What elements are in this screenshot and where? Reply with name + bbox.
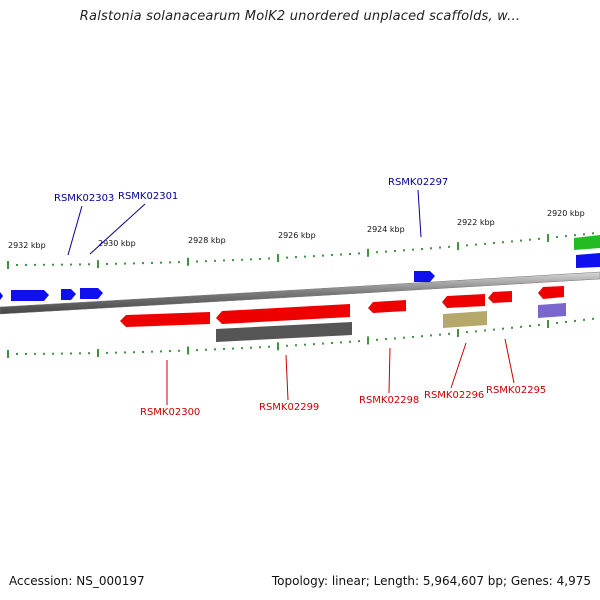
gene-bar-purple[interactable] [538,303,566,318]
accession-text: Accession: NS_000197 [9,574,145,588]
gene-arrow-fwd-2[interactable] [11,290,49,301]
gene-label-RSMK02298[interactable]: RSMK02298 [359,395,419,406]
leader-RSMK02303 [67,205,83,256]
gene-label-RSMK02297[interactable]: RSMK02297 [388,177,448,188]
gene-arrow-rev-RSMK02295[interactable] [488,291,512,303]
chromosome-axis [0,271,600,315]
lower-scale-track [7,317,594,358]
leader-RSMK02301 [89,203,146,255]
gene-arrow-fwd-3[interactable] [61,289,76,300]
gene-label-RSMK02296[interactable]: RSMK02296 [424,390,484,401]
gene-bar-grey[interactable] [216,322,352,342]
tick-label-2922: 2922 kbp [457,218,495,227]
tick-label-2926: 2926 kbp [278,231,316,240]
gene-label-RSMK02300[interactable]: RSMK02300 [140,407,200,418]
scale-tick-labels: 2932 kbp 2930 kbp 2928 kbp 2926 kbp 2924… [8,209,585,250]
gene-arrow-rev-RSMK02299[interactable] [216,304,350,324]
leader-RSMK02297 [417,189,422,238]
gene-label-RSMK02301[interactable]: RSMK02301 [118,191,178,202]
gene-arrow-fwd-6[interactable] [576,253,600,268]
tick-label-2920: 2920 kbp [547,209,585,218]
gene-label-RSMK02303[interactable]: RSMK02303 [54,193,114,204]
gene-arrow-fwd-green[interactable] [574,235,600,250]
leader-RSMK02298 [388,347,391,394]
gene-arrow-fwd-5[interactable] [414,271,435,282]
leader-RSMK02295 [504,338,515,384]
upper-scale-track [7,232,594,269]
leader-RSMK02299 [285,354,289,401]
tick-label-2928: 2928 kbp [188,236,226,245]
gene-arrow-fwd-4[interactable] [80,288,103,299]
tick-label-2924: 2924 kbp [367,225,405,234]
gene-label-RSMK02299[interactable]: RSMK02299 [259,402,319,413]
forward-gene-labels: RSMK02303 RSMK02301 RSMK02297 [54,177,448,204]
gene-arrow-rev-RSMK02300[interactable] [120,312,210,327]
tick-label-2932: 2932 kbp [8,241,46,250]
forward-genes [0,235,600,301]
reverse-gene-labels: RSMK02300 RSMK02299 RSMK02298 RSMK02296 … [140,385,546,418]
map-title: Ralstonia solanacearum MolK2 unordered u… [79,9,521,24]
leader-RSMK02296 [450,342,467,389]
label-leader-lines [67,189,515,405]
gene-arrow-rev-RSMK02296[interactable] [442,294,485,308]
topology-summary: Topology: linear; Length: 5,964,607 bp; … [271,574,591,588]
gene-arrow-fwd-1[interactable] [0,292,3,300]
gene-arrow-rev-RSMK02298[interactable] [368,300,406,313]
tick-label-2930: 2930 kbp [98,239,136,248]
gene-bar-khaki[interactable] [443,311,487,328]
gene-label-RSMK02295[interactable]: RSMK02295 [486,385,546,396]
reverse-genes [120,286,566,342]
gene-arrow-rev-small[interactable] [538,286,564,299]
